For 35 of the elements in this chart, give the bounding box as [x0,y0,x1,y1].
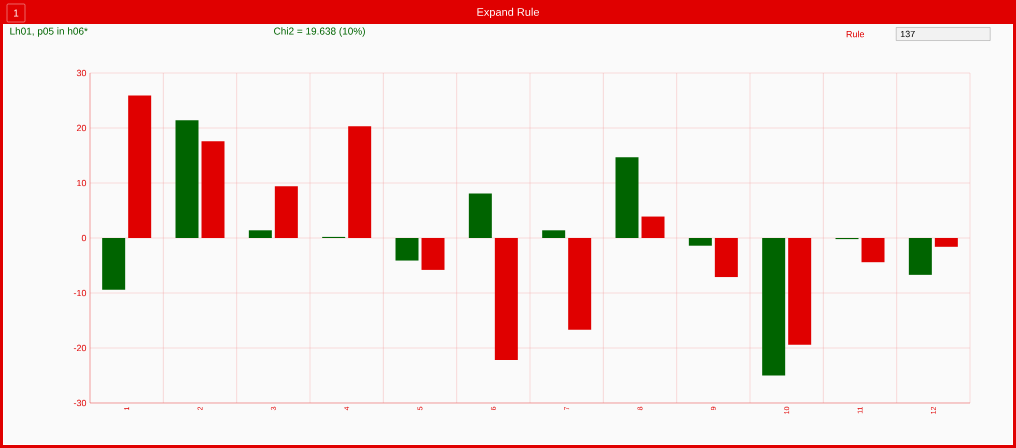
bar [274,186,298,238]
bar [861,238,885,263]
bar [201,141,225,238]
bar [175,120,199,238]
bar [128,95,152,238]
y-tick-label: -10 [73,289,87,297]
bar [395,238,419,261]
bar [688,238,712,246]
bar [494,238,518,361]
bar [468,193,492,238]
bar [641,216,665,238]
chart-title: Expand Rule [477,7,539,19]
bar [542,230,566,238]
bar [421,238,445,270]
chart-subtitle: Lh01, p05 in h06* [10,27,88,37]
bar [788,238,812,345]
text: Chi2 = 19.638 (10%) [274,27,365,37]
bar [615,157,639,238]
y-tick-label: -30 [73,399,87,407]
y-tick-label: 20 [76,124,87,132]
bar [348,126,372,238]
y-tick-label: 10 [77,179,87,187]
text: Rule [846,30,865,38]
y-tick-label: -20 [73,344,87,352]
bar [248,230,272,238]
y-tick-label: 0 [81,234,87,242]
text: 1 [13,9,19,17]
bar [714,238,738,278]
bar [908,238,932,275]
bar [568,238,592,330]
y-tick-label: 30 [76,69,87,77]
bar [762,238,786,376]
bar [102,238,126,290]
bar [934,238,958,247]
text: 137 [900,30,915,38]
